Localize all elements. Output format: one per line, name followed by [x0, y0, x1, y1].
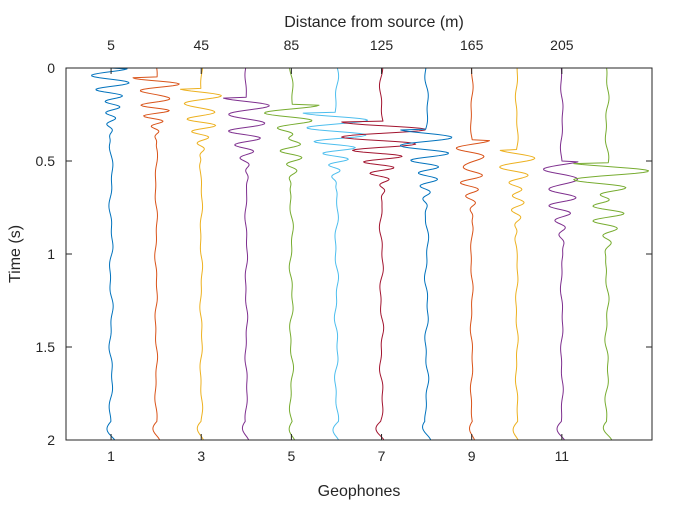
trace-geophone-4: [222, 67, 270, 441]
y-tick-label: 2: [47, 432, 55, 448]
traces-group: [91, 67, 649, 441]
x-tick-label: 11: [555, 448, 570, 464]
top-tick-label: 165: [460, 37, 484, 53]
trace-geophone-10: [499, 68, 536, 441]
y-tick-label: 1: [47, 246, 55, 262]
y-tick-label: 0.5: [36, 153, 56, 169]
trace-geophone-6: [302, 67, 369, 441]
x-tick-label: 7: [378, 448, 386, 464]
y-tick-label: 0: [47, 60, 55, 76]
plot-background: [66, 68, 652, 440]
x-tick-label: 5: [287, 448, 295, 464]
x-tick-label: 1: [107, 448, 115, 464]
trace-geophone-3: [179, 67, 222, 441]
trace-geophone-5: [263, 67, 320, 441]
trace-geophone-8: [399, 67, 453, 441]
y-tick-label: 1.5: [36, 339, 56, 355]
x-axis: 1 3 5 7 9 11: [107, 434, 569, 464]
x-axis-title: Geophones: [318, 483, 401, 500]
trace-geophone-9: [455, 67, 490, 441]
x-tick-label: 3: [197, 448, 205, 464]
y-axis-title: Time (s): [7, 225, 24, 283]
trace-geophone-1: [91, 67, 130, 441]
trace-geophone-12: [573, 67, 649, 441]
top-axis-title: Distance from source (m): [284, 14, 464, 31]
top-tick-label: 85: [284, 37, 300, 53]
top-tick-label: 5: [107, 37, 115, 53]
top-tick-label: 125: [370, 37, 394, 53]
trace-geophone-11: [543, 67, 579, 441]
x-tick-label: 9: [468, 448, 476, 464]
top-x-axis: 5 45 85 125 165 205: [107, 37, 574, 74]
y-axis: 0 0.5 1 1.5 2: [36, 60, 652, 448]
trace-geophone-7: [341, 67, 426, 441]
top-tick-label: 205: [550, 37, 574, 53]
trace-geophone-2: [132, 67, 180, 441]
top-tick-label: 45: [193, 37, 209, 53]
